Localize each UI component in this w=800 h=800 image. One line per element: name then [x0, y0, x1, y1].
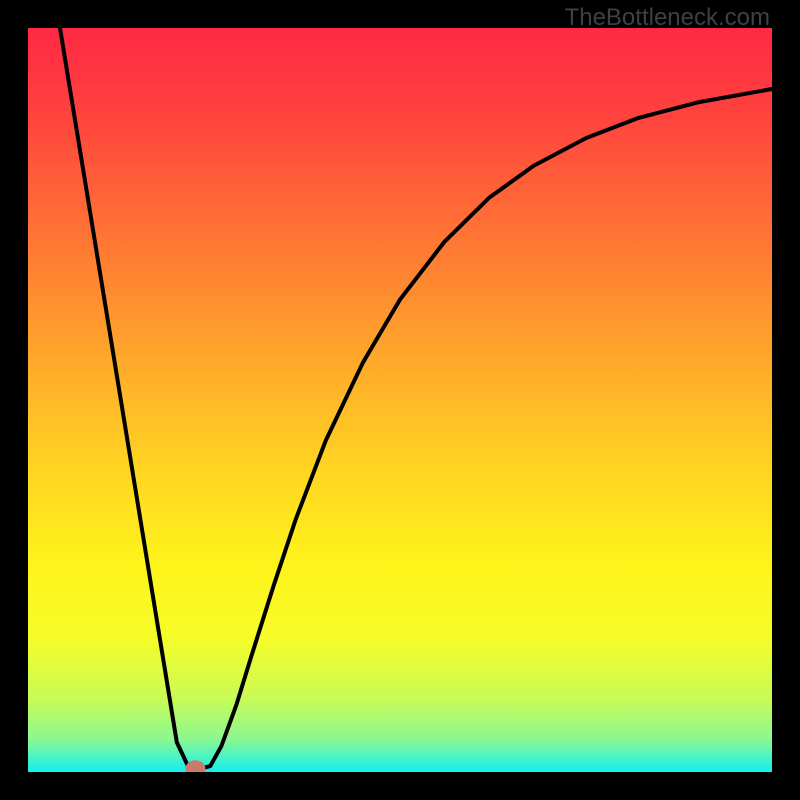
- gradient-background: [28, 28, 772, 772]
- watermark-text: TheBottleneck.com: [565, 4, 770, 32]
- chart-container: TheBottleneck.com: [0, 0, 800, 800]
- gradient-curve-chart: [0, 0, 800, 800]
